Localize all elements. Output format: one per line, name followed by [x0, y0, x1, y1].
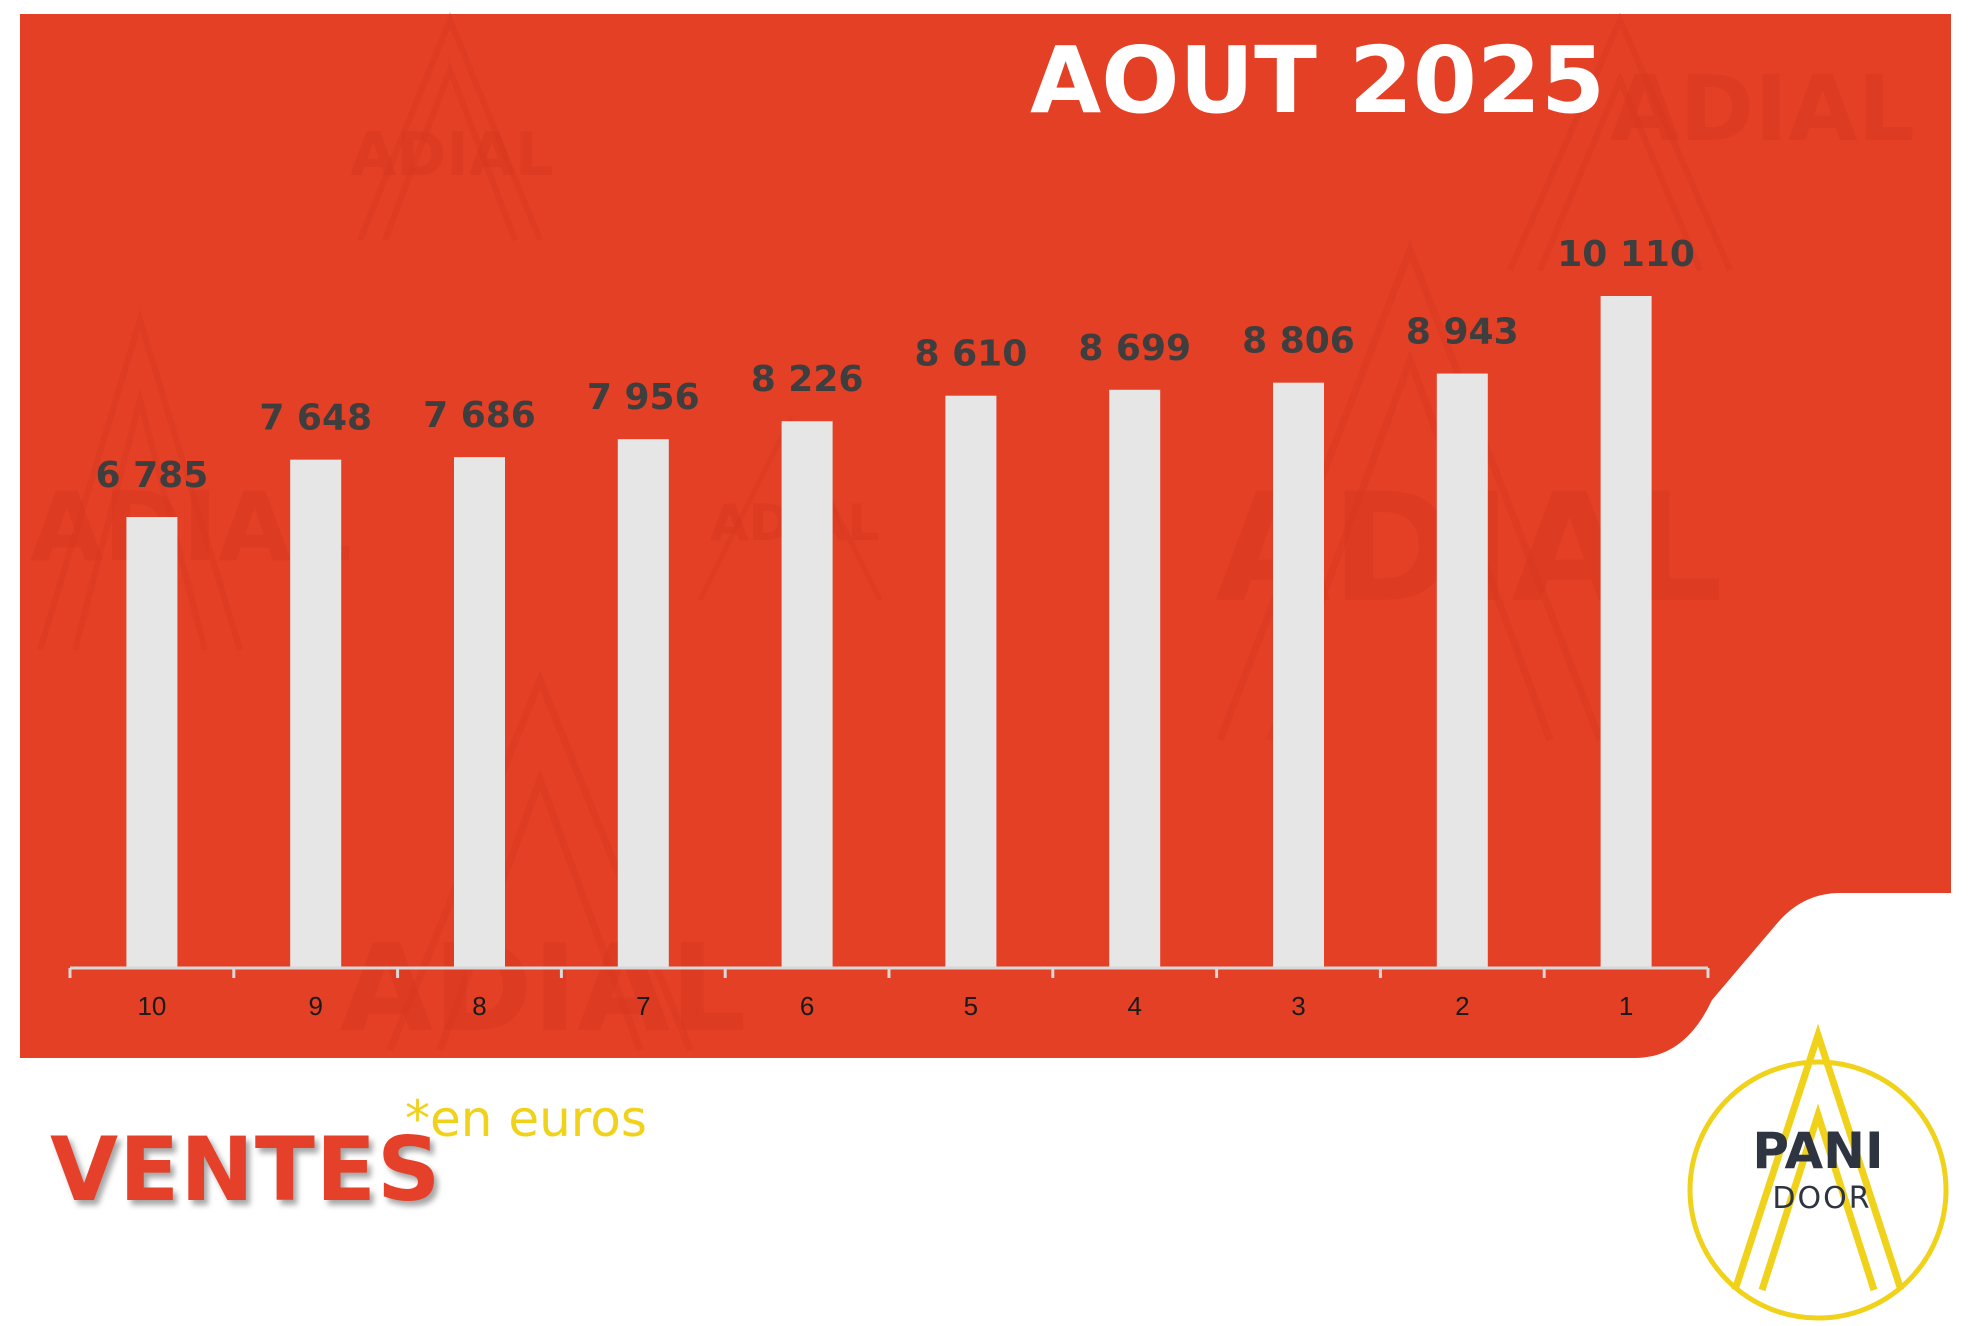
category-label-6: 6: [800, 991, 814, 1021]
bar-5: [945, 395, 997, 969]
value-label-9: 7 648: [259, 398, 372, 439]
bar-3: [1273, 382, 1324, 968]
logo-text-pani: PANI: [1752, 1122, 1883, 1180]
watermark-a-1: [357, 12, 543, 242]
logo-a-shape: [1731, 1023, 1905, 1292]
category-label-9: 9: [308, 991, 322, 1021]
panidoor-logo: PANI DOOR: [1687, 1023, 1949, 1321]
bars-group: [126, 296, 1652, 969]
value-label-4: 8 699: [1078, 328, 1191, 369]
x-axis-ticks: [68, 968, 1710, 978]
value-labels-group: 6 785 7 648 7 686 7 956 8 226 8 610 8 699 8 806…: [96, 234, 1695, 496]
value-label-7: 7 956: [587, 377, 700, 418]
bar-1: [1600, 296, 1652, 968]
watermark-word-1: ADIAL: [350, 120, 553, 190]
category-label-3: 3: [1291, 991, 1305, 1021]
value-label-10: 6 785: [96, 455, 209, 496]
bar-4: [1109, 389, 1161, 968]
category-label-5: 5: [964, 991, 978, 1021]
value-label-3: 8 806: [1242, 321, 1355, 362]
value-label-1: 10 110: [1557, 234, 1695, 275]
value-label-6: 8 226: [751, 359, 864, 400]
bar-8: [454, 457, 505, 968]
watermark-a-6: [697, 414, 883, 602]
category-label-7: 7: [636, 991, 650, 1021]
category-label-8: 8: [472, 991, 486, 1021]
footer-heading: VENTES: [50, 1118, 442, 1221]
category-label-10: 10: [137, 991, 166, 1021]
bar-7: [617, 439, 669, 968]
category-label-2: 2: [1455, 991, 1469, 1021]
bar-10: [126, 517, 178, 968]
logo-circle: [1687, 1059, 1949, 1321]
watermark-a-2: [1507, 12, 1733, 272]
bar-6: [781, 421, 833, 968]
value-label-2: 8 943: [1406, 312, 1519, 353]
value-label-8: 7 686: [423, 395, 536, 436]
watermark-a-3: [37, 309, 243, 651]
bar-2: [1436, 373, 1488, 968]
category-label-4: 4: [1127, 991, 1141, 1021]
logo-text-door: DOOR: [1772, 1181, 1871, 1216]
x-axis-tick-labels: 10 9 8 7 6 5 4 3 2 1: [137, 991, 1633, 1021]
watermark-word-6: ADIAL: [340, 920, 746, 1059]
category-label-1: 1: [1619, 991, 1633, 1021]
chart-title: AOUT 2025: [1030, 27, 1605, 134]
footer-currency-note: *en euros: [405, 1090, 647, 1148]
value-label-5: 8 610: [915, 334, 1028, 375]
watermark-word-2: ADIAL: [1610, 57, 1915, 162]
bar-9: [290, 459, 342, 968]
